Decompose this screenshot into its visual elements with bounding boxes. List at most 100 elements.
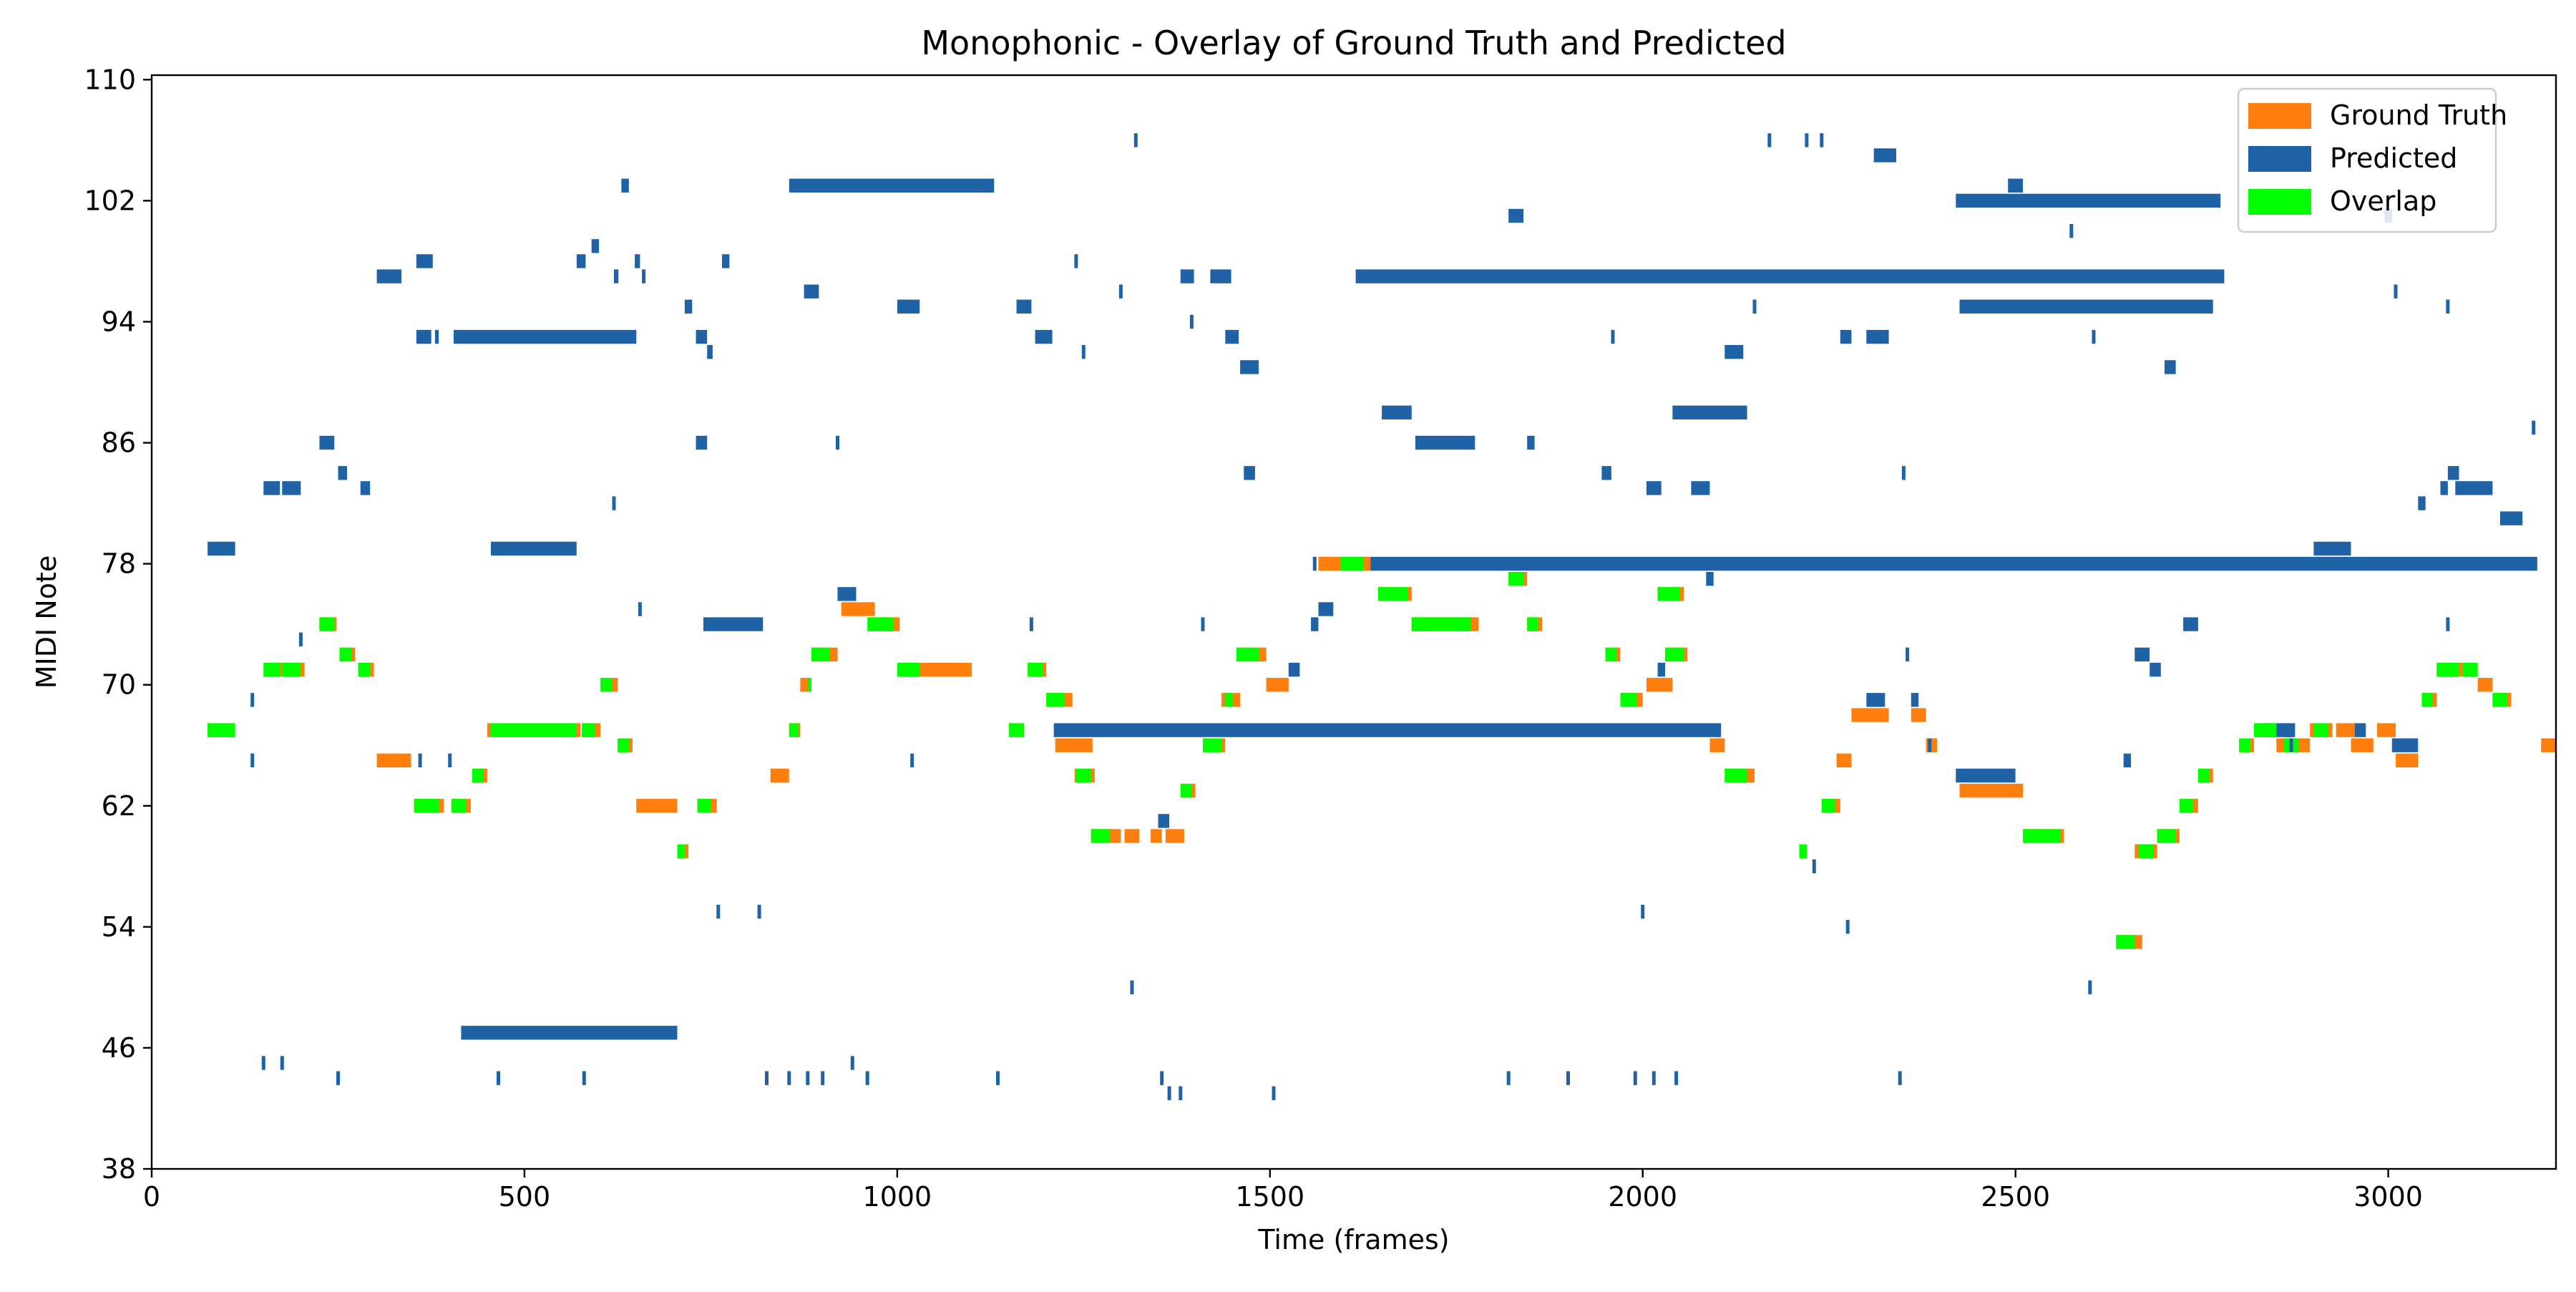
note-predicted	[1053, 723, 1722, 737]
x-tick-label: 500	[499, 1181, 551, 1213]
x-axis-label: Time (frames)	[1257, 1224, 1449, 1255]
note-predicted-blip	[1674, 1071, 1679, 1085]
legend-swatch-ground-truth	[2248, 103, 2311, 129]
note-predicted	[2313, 541, 2351, 556]
note-overlap	[2492, 693, 2508, 707]
note-predicted	[2150, 662, 2161, 677]
y-axis-label: MIDI Note	[31, 555, 62, 689]
note-predicted	[635, 254, 640, 268]
note-predicted	[2455, 481, 2493, 495]
note-predicted	[1415, 435, 1475, 450]
x-tick-label: 1500	[1235, 1181, 1304, 1213]
note-overlap	[1377, 587, 1408, 601]
note-overlap	[1340, 556, 1364, 571]
note-predicted-blip	[1652, 1071, 1656, 1085]
x-tick-label: 1000	[863, 1181, 932, 1213]
note-predicted	[360, 481, 371, 495]
note-predicted	[1180, 269, 1194, 283]
note-predicted	[1244, 466, 1255, 480]
note-ground-truth	[2336, 723, 2355, 737]
note-overlap	[677, 844, 685, 858]
note-predicted-blip	[250, 753, 255, 768]
note-overlap	[1236, 647, 1259, 662]
note-overlap	[807, 678, 811, 692]
x-tick-label: 3000	[2353, 1181, 2423, 1213]
note-predicted	[1706, 572, 1714, 586]
note-predicted	[1311, 617, 1319, 631]
note-predicted	[621, 178, 629, 193]
note-overlap	[789, 723, 799, 737]
note-predicted-blip	[850, 1056, 854, 1070]
note-predicted	[1840, 329, 1852, 344]
note-overlap	[319, 617, 335, 631]
note-predicted	[1225, 329, 1239, 344]
note-ground-truth	[1959, 783, 2024, 798]
note-ground-truth	[2541, 738, 2556, 752]
note-predicted-blip	[1928, 738, 1932, 752]
note-predicted-blip	[821, 1071, 825, 1085]
note-predicted-blip	[2446, 299, 2450, 314]
note-predicted	[897, 299, 920, 314]
note-predicted	[576, 254, 586, 268]
note-predicted-blip	[2532, 420, 2536, 435]
note-predicted	[319, 435, 335, 450]
note-overlap	[697, 799, 711, 813]
note-predicted	[416, 254, 433, 268]
note-ground-truth	[1851, 708, 1889, 722]
note-ground-truth	[1055, 738, 1093, 752]
note-predicted-blip	[2092, 329, 2096, 344]
note-predicted	[1035, 329, 1053, 344]
note-overlap	[1225, 693, 1233, 707]
note-predicted	[1657, 662, 1665, 677]
legend: Ground Truth Predicted Overlap	[2237, 87, 2507, 233]
note-overlap	[1028, 662, 1043, 677]
note-predicted	[1866, 329, 1889, 344]
axes-frame	[150, 74, 2557, 1170]
note-predicted	[1956, 768, 2016, 783]
note-predicted	[2135, 647, 2150, 662]
y-tick-label: 102	[84, 185, 136, 216]
note-predicted-blip	[2394, 284, 2398, 298]
note-ground-truth	[1266, 678, 1289, 692]
note-ground-truth	[2396, 753, 2419, 768]
note-ground-truth	[1646, 678, 1673, 692]
note-predicted	[1355, 269, 2225, 283]
note-predicted-blip	[298, 632, 303, 646]
note-predicted-blip	[1312, 556, 1317, 571]
x-tick-label: 0	[143, 1181, 160, 1213]
note-ground-truth	[1709, 738, 1725, 752]
note-ground-truth	[1165, 829, 1184, 843]
note-predicted	[1646, 481, 1662, 495]
note-predicted-blip	[1506, 1071, 1511, 1085]
note-overlap	[2179, 799, 2193, 813]
note-predicted-blip	[2446, 617, 2450, 631]
note-predicted-blip	[1167, 1086, 1171, 1100]
note-predicted	[2499, 511, 2523, 525]
note-overlap	[867, 617, 894, 631]
note-overlap	[2254, 723, 2277, 737]
note-predicted-blip	[1201, 617, 1205, 631]
note-predicted	[208, 541, 235, 556]
note-predicted-blip	[1272, 1086, 1276, 1100]
note-overlap	[472, 768, 484, 783]
note-predicted-blip	[910, 753, 914, 768]
note-overlap	[282, 662, 301, 677]
note-predicted-blip	[1029, 617, 1033, 631]
note-predicted-blip	[1118, 284, 1123, 298]
note-overlap	[618, 738, 629, 752]
note-predicted-blip	[716, 905, 721, 919]
note-predicted-blip	[1160, 1071, 1164, 1085]
note-predicted-blip	[336, 1071, 340, 1085]
note-predicted-blip	[280, 1056, 284, 1070]
note-predicted-blip	[2088, 980, 2092, 995]
note-predicted	[2183, 617, 2198, 631]
note-ground-truth	[1318, 556, 1341, 571]
note-predicted	[804, 284, 819, 298]
note-overlap	[263, 662, 280, 677]
note-predicted	[454, 329, 637, 344]
note-predicted	[376, 269, 401, 283]
note-overlap	[1411, 617, 1471, 631]
note-predicted	[1956, 193, 2221, 208]
note-predicted-blip	[1566, 1071, 1570, 1085]
